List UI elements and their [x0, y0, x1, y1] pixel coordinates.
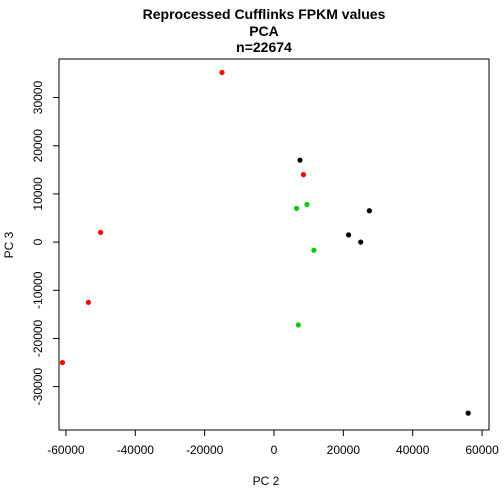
data-point-red: [300, 172, 307, 178]
x-tick-label: -20000: [186, 443, 224, 457]
data-point-red: [59, 359, 66, 366]
data-point-green: [304, 201, 310, 208]
x-axis-label: PC 2: [253, 474, 280, 488]
plot-frame: [58, 58, 490, 431]
y-tick-label: 30000: [31, 81, 45, 115]
data-point-black: [297, 157, 303, 163]
y-tick-label: -10000: [31, 271, 45, 309]
data-point-black: [465, 410, 471, 416]
y-tick-label: 0: [31, 238, 45, 245]
data-point-red: [219, 69, 225, 76]
x-tick-label: 20000: [327, 443, 361, 457]
data-point-black: [345, 232, 352, 238]
y-axis: -30000 -20000 -10000 0 10000 20000 30000: [31, 81, 60, 406]
data-point-green: [293, 205, 300, 211]
data-point-red: [85, 299, 92, 305]
y-axis-label: PC 3: [2, 231, 16, 258]
x-axis: -60000 -40000 -20000 0 20000 40000 60000: [47, 429, 499, 457]
y-tick-label: 20000: [31, 129, 45, 163]
y-tick-label: -20000: [31, 319, 45, 357]
chart-title-line-1: Reprocessed Cufflinks FPKM values: [143, 6, 386, 22]
x-tick-label: 60000: [465, 443, 499, 457]
data-point-black: [366, 208, 372, 214]
data-points: [59, 69, 471, 416]
x-tick-label: 0: [271, 443, 278, 457]
y-tick-label: -30000: [31, 368, 45, 406]
data-point-black: [358, 239, 364, 245]
chart-title-line-3: n=22674: [236, 39, 292, 55]
x-tick-label: -40000: [117, 443, 155, 457]
x-tick-label: -60000: [47, 443, 85, 457]
data-point-green: [311, 247, 317, 253]
data-point-green: [295, 322, 301, 328]
data-point-red: [98, 229, 104, 236]
x-tick-label: 40000: [396, 443, 430, 457]
y-tick-label: 10000: [31, 177, 45, 211]
chart-title-line-2: PCA: [249, 23, 279, 39]
